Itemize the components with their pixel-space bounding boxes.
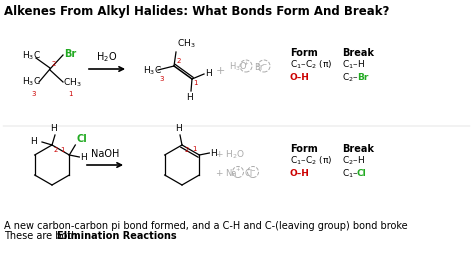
Text: H: H	[80, 152, 87, 162]
Text: 3: 3	[32, 91, 36, 97]
Text: C$_2$–H: C$_2$–H	[342, 155, 365, 167]
Text: Form: Form	[290, 144, 318, 154]
Text: H$_2$O: H$_2$O	[96, 50, 118, 64]
Text: H: H	[51, 124, 57, 133]
Text: H: H	[31, 137, 37, 145]
Text: C$_2$–: C$_2$–	[342, 72, 359, 84]
Text: 1: 1	[68, 91, 72, 97]
Text: Br: Br	[64, 49, 76, 59]
Text: Cl: Cl	[357, 169, 367, 179]
Text: C$_1$–: C$_1$–	[342, 168, 359, 180]
Text: −: −	[261, 61, 266, 66]
Text: Break: Break	[342, 48, 374, 58]
Text: 2: 2	[52, 61, 56, 67]
Text: C$_1$–C$_2$ (π): C$_1$–C$_2$ (π)	[290, 59, 332, 71]
Text: CH$_3$: CH$_3$	[177, 38, 196, 50]
Text: H$_3$O: H$_3$O	[229, 61, 247, 73]
Text: A new carbon-carbon pi bond formed, and a C-H and C-(leaving group) bond broke: A new carbon-carbon pi bond formed, and …	[4, 221, 408, 231]
Text: Form: Form	[290, 48, 318, 58]
Text: +: +	[215, 169, 222, 177]
Text: 2: 2	[185, 147, 189, 153]
Text: These are both: These are both	[4, 231, 81, 241]
Text: Br: Br	[357, 74, 368, 82]
Text: 2: 2	[54, 147, 58, 153]
Text: H: H	[210, 149, 217, 157]
Text: H$_3$C: H$_3$C	[22, 50, 41, 62]
Text: Cl: Cl	[245, 169, 253, 177]
Text: H: H	[205, 69, 212, 79]
Text: O–H: O–H	[290, 74, 310, 82]
Text: Elimination Reactions: Elimination Reactions	[57, 231, 177, 241]
Text: 1: 1	[60, 147, 64, 153]
Text: −: −	[251, 167, 255, 172]
Text: 1: 1	[193, 80, 198, 86]
Text: H: H	[187, 93, 193, 102]
Text: Cl: Cl	[76, 134, 87, 144]
Text: 3: 3	[160, 76, 164, 82]
Text: H$_3$C: H$_3$C	[22, 76, 41, 88]
Text: + H$_2$O: + H$_2$O	[215, 149, 245, 161]
Text: +: +	[236, 167, 240, 172]
Text: H$_3$C: H$_3$C	[143, 65, 162, 77]
Text: C$_1$–H: C$_1$–H	[342, 59, 365, 71]
Text: +: +	[215, 66, 225, 76]
Text: Na: Na	[225, 169, 237, 177]
Text: C$_1$–C$_2$ (π): C$_1$–C$_2$ (π)	[290, 155, 332, 167]
Text: 1: 1	[192, 146, 197, 152]
Text: Br: Br	[254, 62, 264, 72]
Text: +: +	[244, 61, 248, 66]
Text: 2: 2	[177, 58, 182, 64]
Text: H: H	[176, 124, 182, 133]
Text: CH$_3$: CH$_3$	[63, 77, 82, 89]
Text: Alkenes From Alkyl Halides: What Bonds Form And Break?: Alkenes From Alkyl Halides: What Bonds F…	[4, 5, 389, 18]
Text: O–H: O–H	[290, 169, 310, 179]
Text: NaOH: NaOH	[91, 149, 119, 159]
Text: Break: Break	[342, 144, 374, 154]
